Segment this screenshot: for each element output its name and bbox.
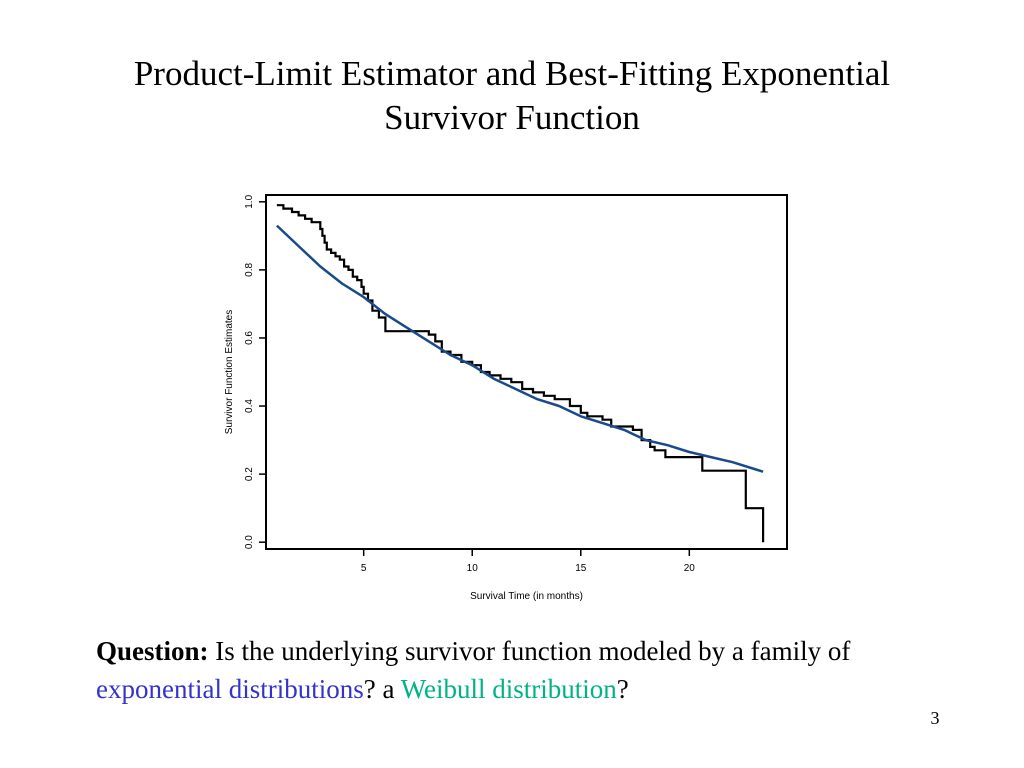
slide-title: Product-Limit Estimator and Best-Fitting… (0, 52, 1024, 140)
y-tick-label: 0.8 (244, 262, 255, 276)
product-limit-estimator-line (276, 204, 765, 543)
question-text: Question: Is the underlying survivor fun… (96, 632, 956, 708)
question-body-1: Is the underlying survivor function mode… (208, 636, 851, 666)
y-tick-label: 0.6 (244, 331, 255, 345)
page-number: 3 (930, 708, 940, 728)
x-tick-label: 10 (467, 563, 479, 574)
title-line-1: Product-Limit Estimator and Best-Fitting… (133, 54, 891, 93)
x-axis-label: Survival Time (in months) (470, 591, 583, 602)
question-body-3: ? (616, 674, 629, 704)
y-tick-label: 0.4 (244, 399, 255, 413)
question-label: Question: (96, 636, 209, 666)
plot-frame (265, 194, 788, 550)
y-axis-label: Survivor Function Estimates (224, 310, 235, 435)
y-tick-label: 0.2 (244, 467, 255, 481)
exponential-distributions-link[interactable]: exponential distributions (96, 674, 364, 704)
survival-chart: 5 10 15 20 0.0 0.2 0.4 0.6 0.8 1.0 Survival Time (… (224, 194, 788, 602)
x-tick-label: 20 (684, 563, 696, 574)
y-tick-label: 0.0 (244, 535, 255, 549)
x-tick-label: 5 (361, 563, 367, 574)
exponential-fit-line (276, 224, 764, 473)
question-body-2: ? a (363, 674, 401, 704)
x-tick-label: 15 (575, 563, 587, 574)
y-tick-label: 1.0 (244, 194, 255, 208)
weibull-distribution-link[interactable]: Weibull distribution (400, 674, 617, 704)
title-line-2: Survivor Function (384, 98, 640, 137)
